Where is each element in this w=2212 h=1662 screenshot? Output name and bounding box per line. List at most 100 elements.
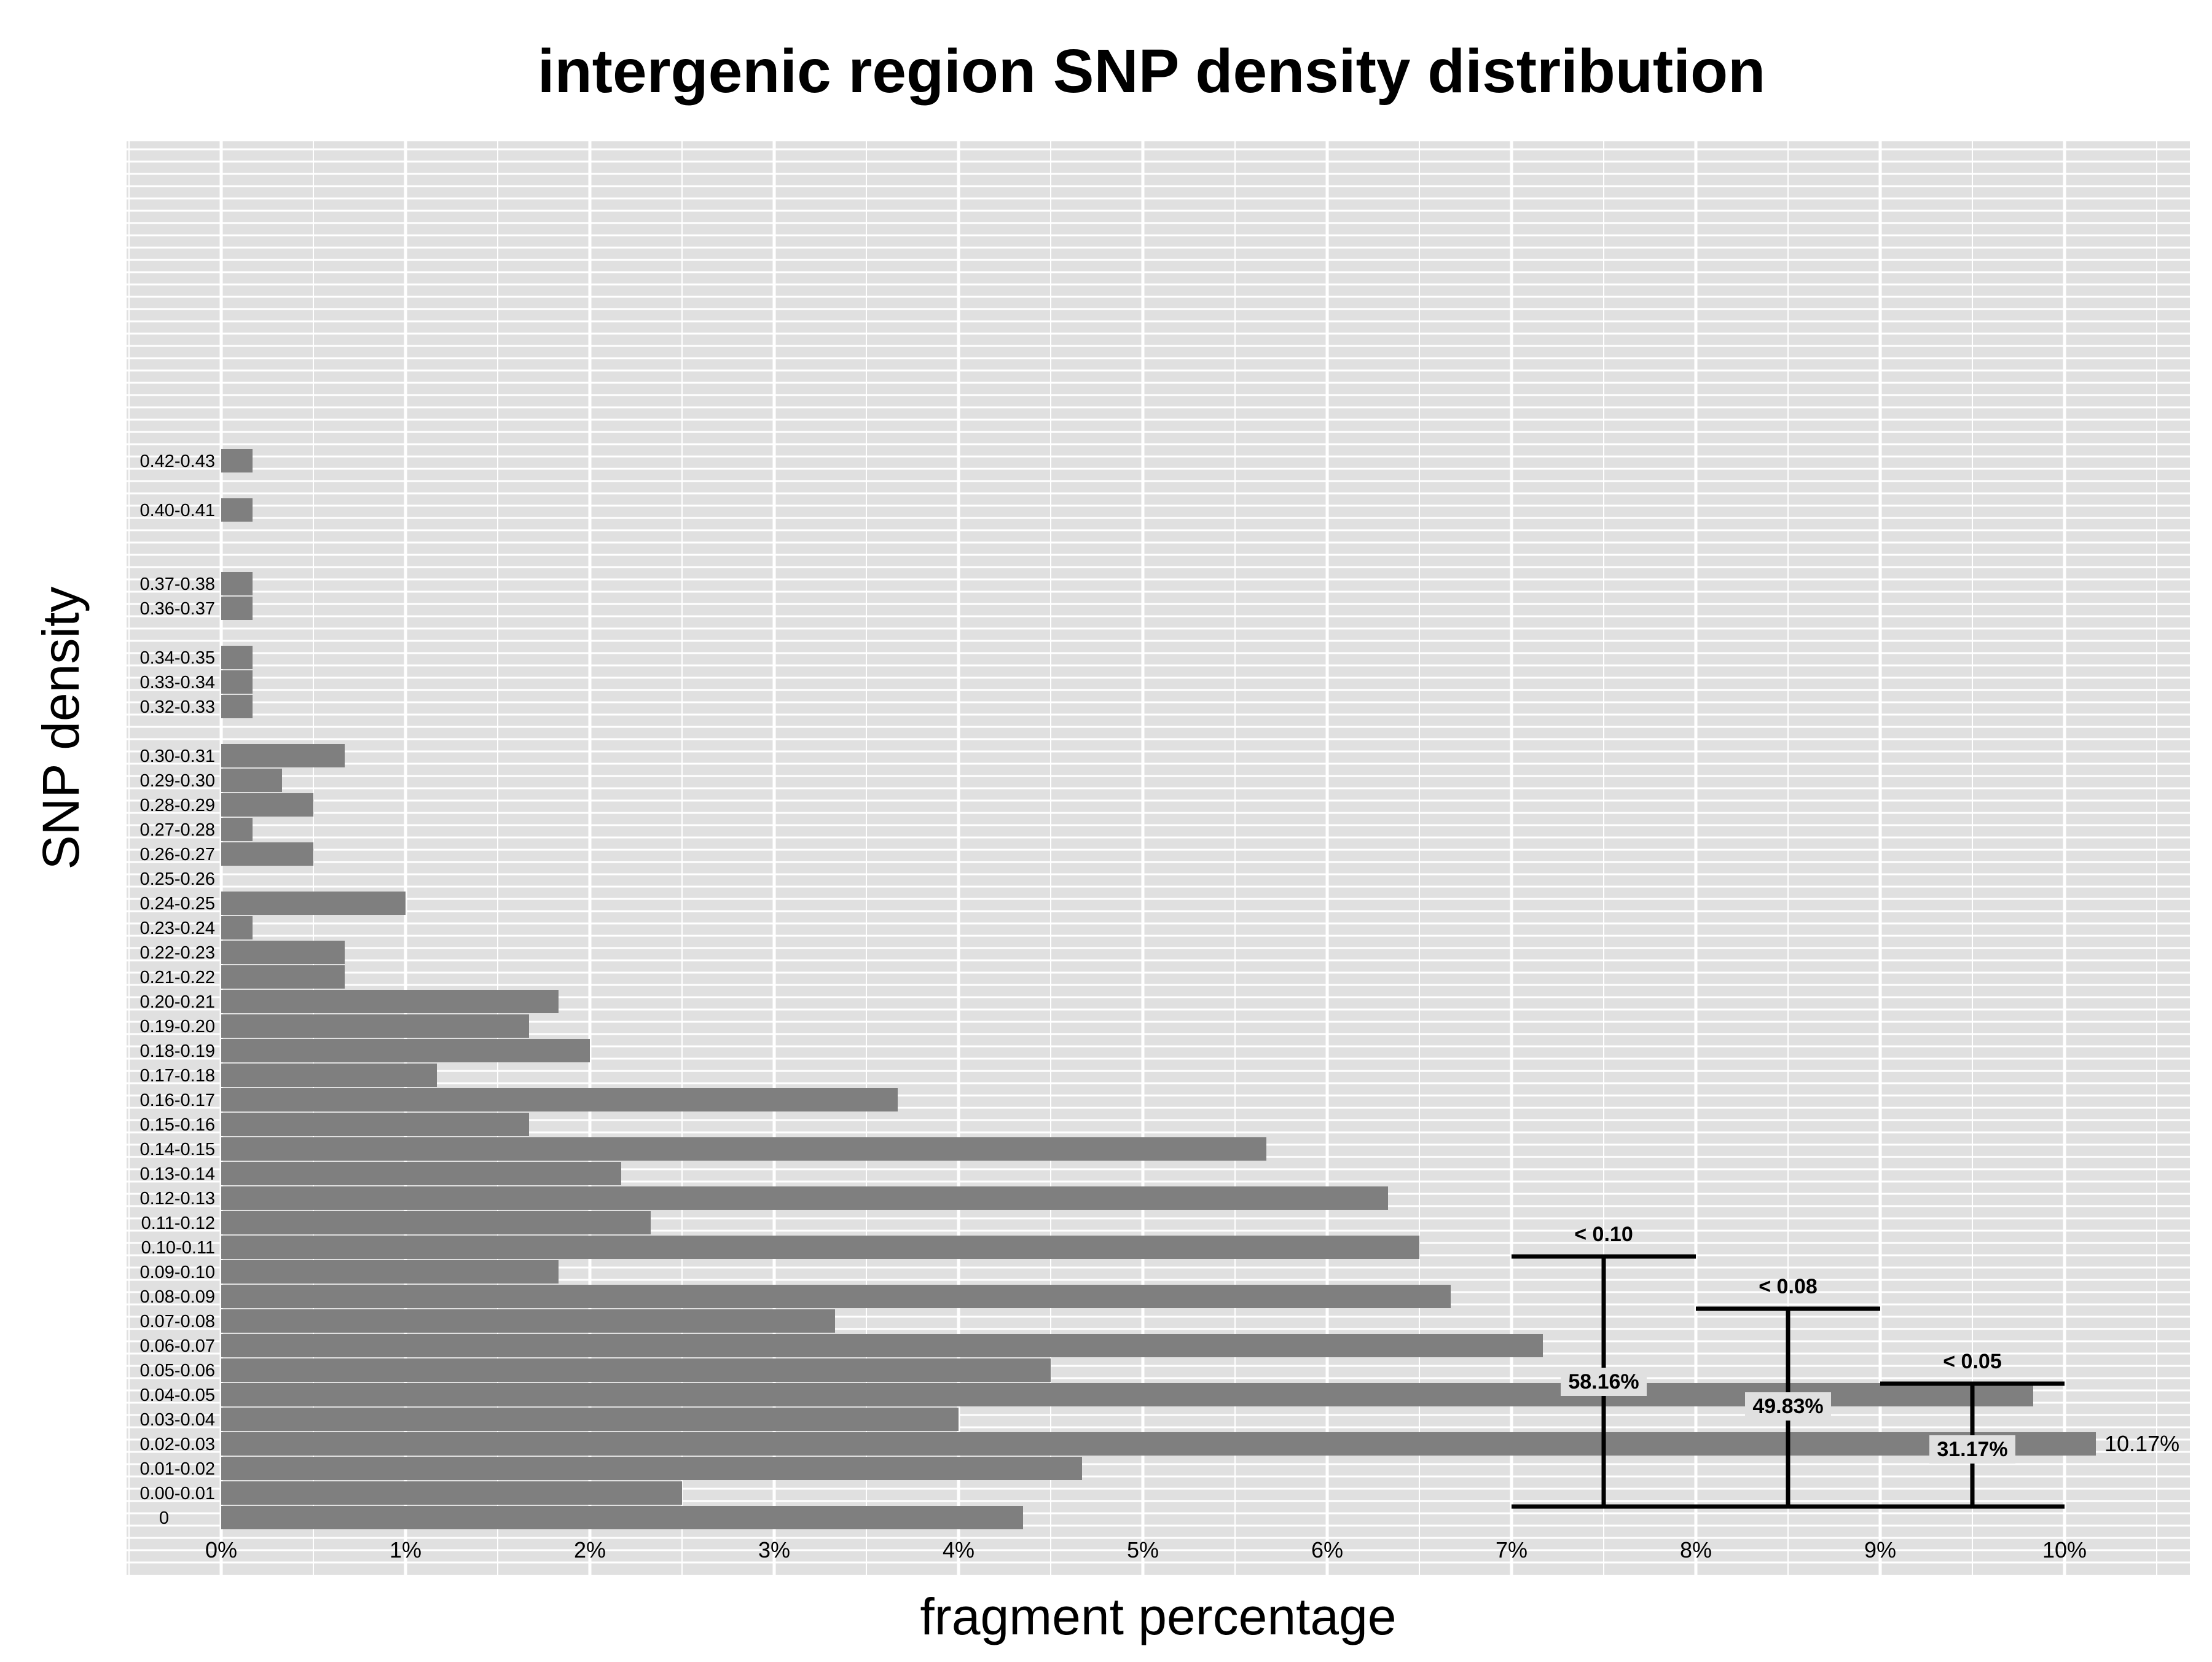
- bar-0: [221, 1506, 1023, 1529]
- y-tick-label: 0.23-0.24: [139, 919, 215, 938]
- x-tick-labels: 0% 1% 2% 3% 4% 5% 6% 7% 8% 9% 10%: [205, 1537, 2087, 1562]
- x-tick-label: 6%: [1311, 1537, 1343, 1562]
- y-tick-label: 0.26-0.27: [139, 845, 215, 864]
- y-tick-label: 0.28-0.29: [139, 796, 215, 815]
- y-tick-label: 0.16-0.17: [139, 1091, 215, 1110]
- threshold-bracket: < 0.10 58.16%: [1512, 1223, 1696, 1507]
- y-tick-label: 0.05-0.06: [139, 1361, 215, 1381]
- y-tick-label: 0.02-0.03: [139, 1435, 215, 1454]
- bracket-threshold-label: < 0.05: [1943, 1350, 2001, 1373]
- bar-0.12-0.13: [221, 1186, 1388, 1210]
- x-tick-label: 5%: [1127, 1537, 1159, 1562]
- y-tick-label: 0.33-0.34: [139, 673, 215, 692]
- y-tick-label: 0.12-0.13: [139, 1189, 215, 1209]
- x-tick-label: 7%: [1496, 1537, 1528, 1562]
- data-label: 10.17%: [2104, 1431, 2179, 1456]
- bar-0.37-0.38: [221, 572, 253, 595]
- bar-0.42-0.43: [221, 449, 253, 472]
- y-tick-label: 0.24-0.25: [139, 894, 215, 914]
- bar-0.23-0.24: [221, 916, 253, 939]
- bracket-percentage-label: 49.83%: [1752, 1395, 1823, 1418]
- x-tick-label: 9%: [1864, 1537, 1896, 1562]
- bracket-label-bg: [1561, 1368, 1647, 1396]
- y-tick-label: 0.18-0.19: [139, 1041, 215, 1061]
- chart-title: intergenic region SNP density distributi…: [538, 37, 1765, 106]
- y-axis-title: SNP density: [32, 587, 90, 870]
- y-tick-label: 0.00-0.01: [139, 1484, 215, 1503]
- y-tick-label: 0.06-0.07: [139, 1336, 215, 1356]
- y-tick-labels: 0 0.00-0.01 0.01-0.02 0.02-0.03 0.03-0.04 0.0…: [139, 452, 215, 1528]
- y-tick-label: 0.36-0.37: [139, 599, 215, 619]
- bar-0.20-0.21: [221, 990, 559, 1013]
- y-tick-label: 0.10-0.11: [141, 1238, 215, 1258]
- y-tick-label: 0.22-0.23: [139, 943, 215, 963]
- bar-0.07-0.08: [221, 1309, 835, 1333]
- bar-0.01-0.02: [221, 1457, 1082, 1480]
- y-tick-label: 0.08-0.09: [139, 1287, 215, 1307]
- y-tick-label: 0.40-0.41: [139, 501, 215, 520]
- y-tick-label: 0.15-0.16: [139, 1115, 215, 1135]
- bar-0.24-0.25: [221, 892, 406, 915]
- x-tick-label: 8%: [1680, 1537, 1712, 1562]
- bar-0.21-0.22: [221, 965, 345, 989]
- x-tick-label: 10%: [2042, 1537, 2087, 1562]
- bar-0.26-0.27: [221, 842, 313, 866]
- bar-0.14-0.15: [221, 1137, 1266, 1161]
- y-tick-label: 0.42-0.43: [139, 452, 215, 471]
- bar-0.36-0.37: [221, 597, 253, 620]
- y-tick-label: 0: [159, 1508, 169, 1528]
- x-tick-label: 1%: [390, 1537, 422, 1562]
- y-tick-label: 0.29-0.30: [139, 771, 215, 791]
- x-tick-label: 0%: [205, 1537, 237, 1562]
- bar-0.19-0.20: [221, 1014, 529, 1038]
- y-tick-label: 0.17-0.18: [139, 1066, 215, 1086]
- y-tick-label: 0.09-0.10: [139, 1263, 215, 1282]
- y-tick-label: 0.07-0.08: [139, 1312, 215, 1331]
- y-tick-label: 0.37-0.38: [139, 574, 215, 594]
- bar-series: [221, 449, 2096, 1529]
- y-tick-label: 0.32-0.33: [139, 697, 215, 717]
- bar-0.05-0.06: [221, 1358, 1051, 1382]
- x-tick-label: 2%: [574, 1537, 606, 1562]
- bar-0.30-0.31: [221, 744, 345, 767]
- bracket-label-bg: [1745, 1392, 1831, 1421]
- bar-0.33-0.34: [221, 670, 253, 694]
- x-axis-title: fragment percentage: [920, 1588, 1396, 1645]
- bar-0.15-0.16: [221, 1113, 529, 1136]
- data-labels: 10.17%: [2104, 1431, 2179, 1456]
- bar-0.27-0.28: [221, 818, 253, 841]
- bracket-threshold-label: < 0.08: [1759, 1275, 1817, 1298]
- bar-0.09-0.10: [221, 1260, 559, 1284]
- y-tick-label: 0.20-0.21: [139, 992, 215, 1012]
- bar-0.29-0.30: [221, 769, 282, 792]
- bar-0.00-0.01: [221, 1481, 682, 1505]
- y-tick-label: 0.34-0.35: [139, 648, 215, 668]
- threshold-brackets: < 0.10 58.16% < 0.08 49.83% < 0.05 31.17%: [1512, 1223, 2065, 1509]
- bar-0.18-0.19: [221, 1039, 590, 1062]
- bar-0.16-0.17: [221, 1088, 898, 1111]
- y-tick-label: 0.21-0.22: [139, 968, 215, 987]
- bar-0.04-0.05: [221, 1383, 2033, 1406]
- bar-0.32-0.33: [221, 695, 253, 718]
- bar-0.11-0.12: [221, 1211, 651, 1234]
- y-tick-label: 0.13-0.14: [139, 1164, 215, 1184]
- bracket-label-bg: [1929, 1435, 2015, 1464]
- bracket-threshold-label: < 0.10: [1574, 1223, 1633, 1246]
- bar-0.17-0.18: [221, 1064, 437, 1087]
- bar-0.10-0.11: [221, 1236, 1419, 1259]
- y-tick-label: 0.01-0.02: [139, 1459, 215, 1479]
- y-tick-label: 0.25-0.26: [139, 869, 215, 889]
- y-tick-label: 0.30-0.31: [139, 747, 215, 766]
- bracket-percentage-label: 31.17%: [1937, 1438, 2007, 1461]
- y-tick-label: 0.11-0.12: [141, 1213, 215, 1233]
- threshold-bracket: < 0.05 31.17%: [1880, 1350, 2065, 1507]
- y-tick-label: 0.14-0.15: [139, 1140, 215, 1159]
- bar-0.13-0.14: [221, 1162, 621, 1185]
- bar-0.08-0.09: [221, 1285, 1451, 1308]
- y-tick-label: 0.04-0.05: [139, 1386, 215, 1405]
- bar-0.34-0.35: [221, 646, 253, 669]
- threshold-bracket: < 0.08 49.83%: [1696, 1275, 1880, 1507]
- bar-0.28-0.29: [221, 793, 313, 817]
